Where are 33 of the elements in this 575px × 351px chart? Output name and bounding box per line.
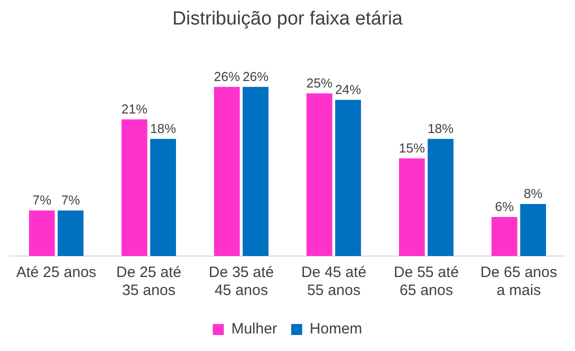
data-label: 26% xyxy=(214,68,240,84)
data-label: 7% xyxy=(61,192,80,208)
legend-label: Homem xyxy=(310,320,362,338)
x-tick-label: De 25 até 35 anos xyxy=(116,264,182,300)
bar xyxy=(150,138,176,256)
x-tick-label: De 65 anos a mais xyxy=(480,264,558,300)
data-label: 8% xyxy=(524,186,543,202)
bar xyxy=(214,86,240,256)
data-label: 21% xyxy=(121,101,148,116)
bar xyxy=(520,204,546,256)
data-label: 26% xyxy=(242,68,270,84)
bar xyxy=(122,119,148,256)
data-label: 7% xyxy=(32,192,52,208)
x-tick-label: De 45 até 55 anos xyxy=(301,264,366,300)
data-label: 24% xyxy=(335,82,362,97)
x-tick-label: De 35 até 45 anos xyxy=(208,264,274,300)
bar xyxy=(335,100,361,256)
bar xyxy=(399,158,425,256)
chart-title: Distribuição por faixa etária xyxy=(172,8,404,30)
data-label: 18% xyxy=(150,120,177,136)
data-label: 6% xyxy=(495,199,514,214)
legend-label: Mulher xyxy=(231,320,278,338)
data-label: 25% xyxy=(306,75,333,90)
data-label: 18% xyxy=(428,120,454,136)
bar xyxy=(58,210,84,256)
bar xyxy=(306,93,332,256)
bar xyxy=(492,216,518,256)
data-label: 15% xyxy=(398,140,426,156)
bar xyxy=(428,138,454,256)
x-tick-label: Até 25 anos xyxy=(16,264,96,282)
x-tick-label: De 55 até 65 anos xyxy=(394,264,459,300)
bar xyxy=(29,210,55,256)
bar xyxy=(242,86,268,256)
